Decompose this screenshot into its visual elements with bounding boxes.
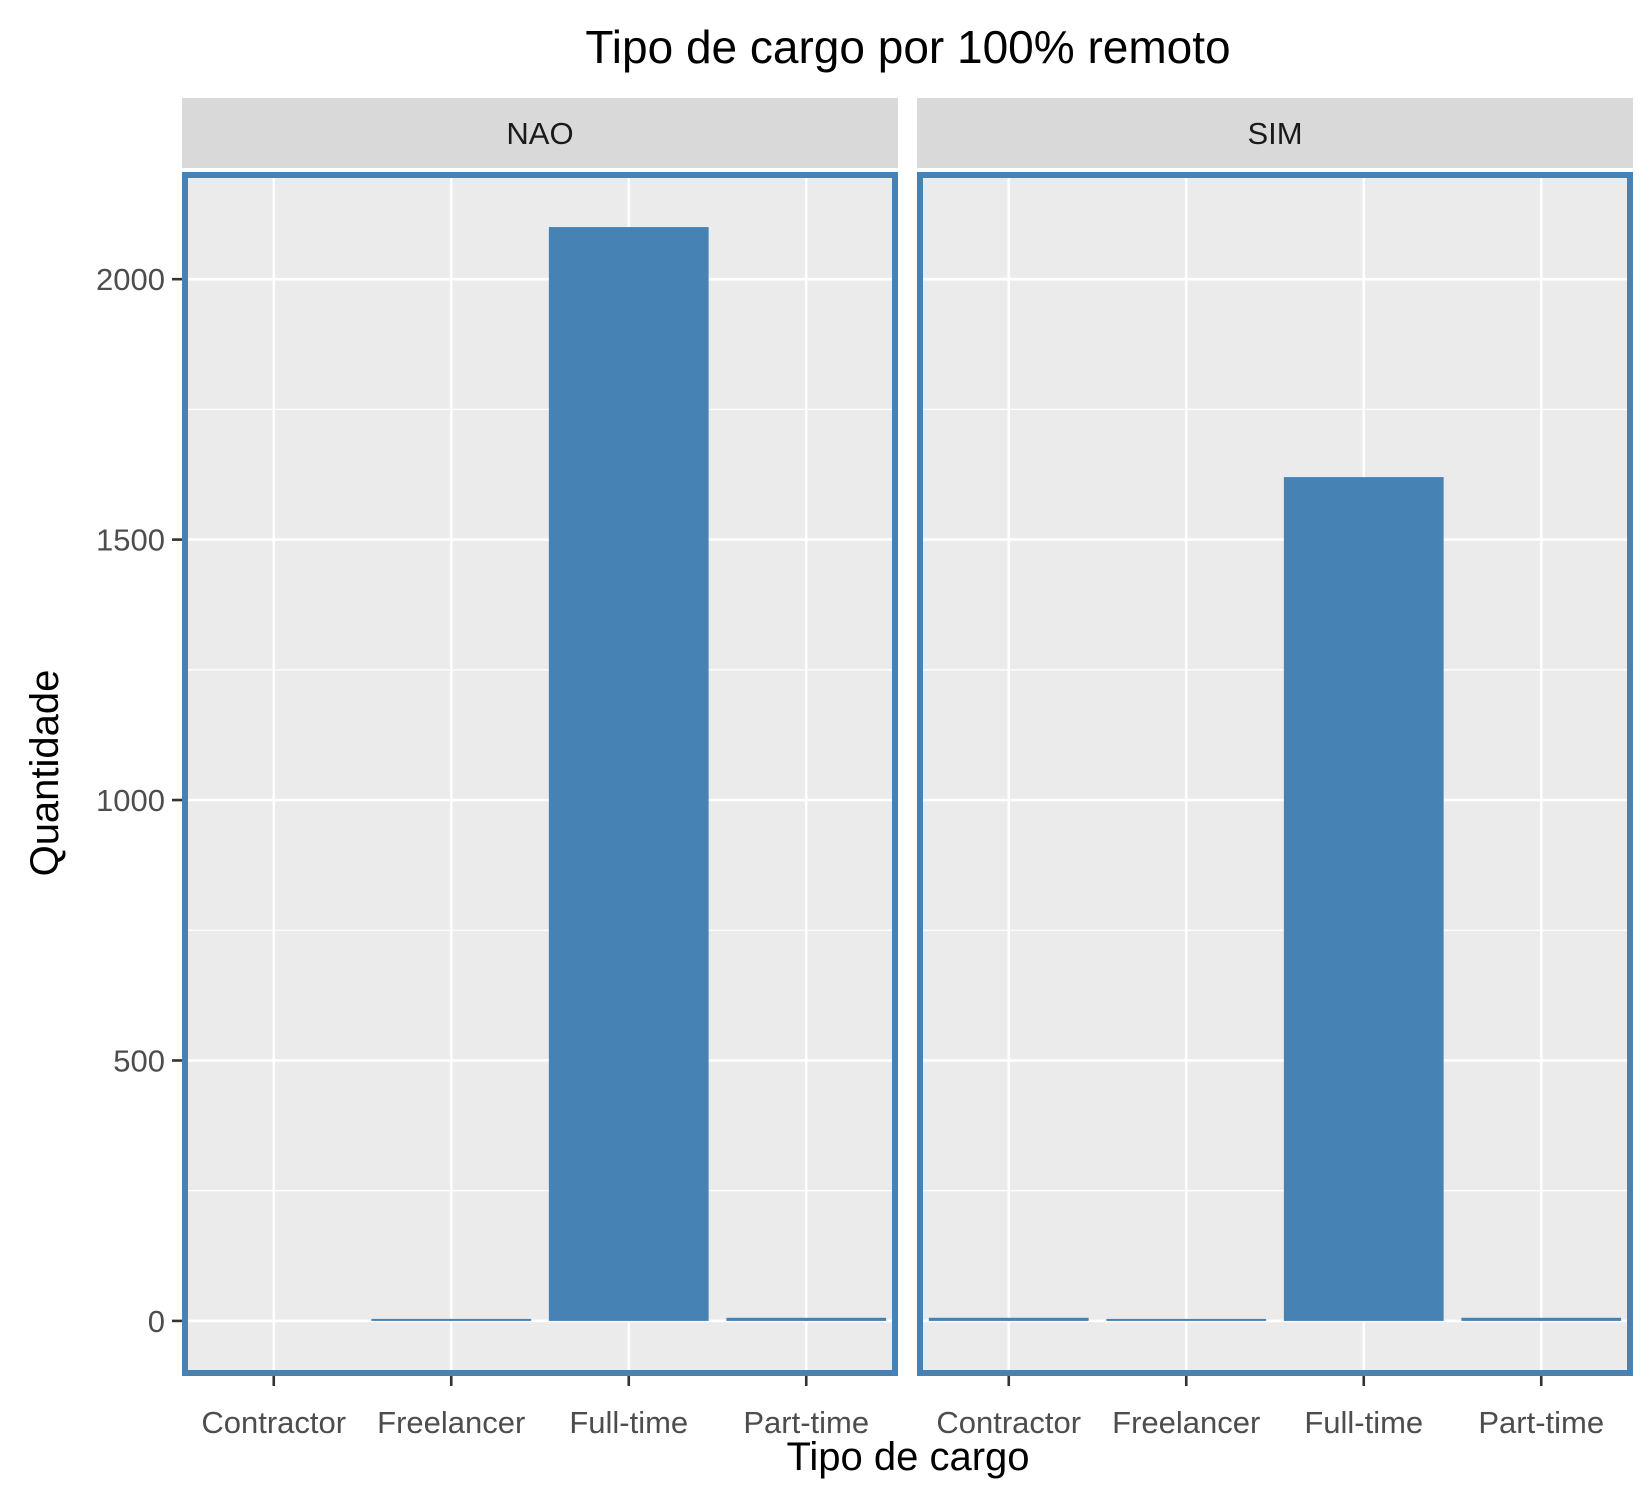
bar-full-time (548, 227, 709, 1321)
bar-contractor (928, 1317, 1089, 1321)
x-tick-label: Contractor (936, 1405, 1081, 1440)
facet-panel-sim: SIM Contractor Freelancer Full-time Part-tim… (917, 98, 1633, 1440)
x-tick-label: Contractor (201, 1405, 346, 1440)
facet-panels: NAO Contractor Freelancer Full-time Part-tim… (182, 98, 1633, 1440)
x-tick-label: Part-time (743, 1405, 869, 1440)
facet-strip (182, 98, 898, 168)
y-tick-label: 0 (148, 1304, 165, 1339)
x-axis-title: Tipo de cargo (786, 1435, 1029, 1479)
y-tick-label: 1500 (96, 523, 165, 558)
panel-background (920, 175, 1630, 1373)
y-tick-label: 2000 (96, 262, 165, 297)
facet-strip (917, 98, 1633, 168)
bar-part-time (726, 1317, 887, 1321)
panel-background (185, 175, 895, 1373)
panel-border (917, 172, 1633, 1376)
y-tick-label: 1000 (96, 783, 165, 818)
y-axis-title: Quantidade (23, 670, 67, 877)
y-tick-label: 500 (113, 1043, 165, 1078)
x-tick-label: Full-time (1304, 1405, 1423, 1440)
facet-strip-label: NAO (506, 116, 573, 151)
bar-freelancer (1106, 1318, 1267, 1321)
facet-panel-nao: NAO Contractor Freelancer Full-time Part-tim… (182, 98, 898, 1440)
chart-title: Tipo de cargo por 100% remoto (585, 21, 1230, 73)
bar-freelancer (371, 1318, 532, 1321)
x-tick-label: Freelancer (377, 1405, 525, 1440)
x-tick-label: Part-time (1478, 1405, 1604, 1440)
y-axis: 0 500 1000 1500 2000 (96, 262, 182, 1339)
bar-part-time (1461, 1317, 1622, 1321)
x-tick-label: Full-time (569, 1405, 688, 1440)
x-tick-label: Freelancer (1112, 1405, 1260, 1440)
bar-full-time (1283, 477, 1444, 1321)
facet-strip-label: SIM (1247, 116, 1302, 151)
panel-border (182, 172, 898, 1376)
